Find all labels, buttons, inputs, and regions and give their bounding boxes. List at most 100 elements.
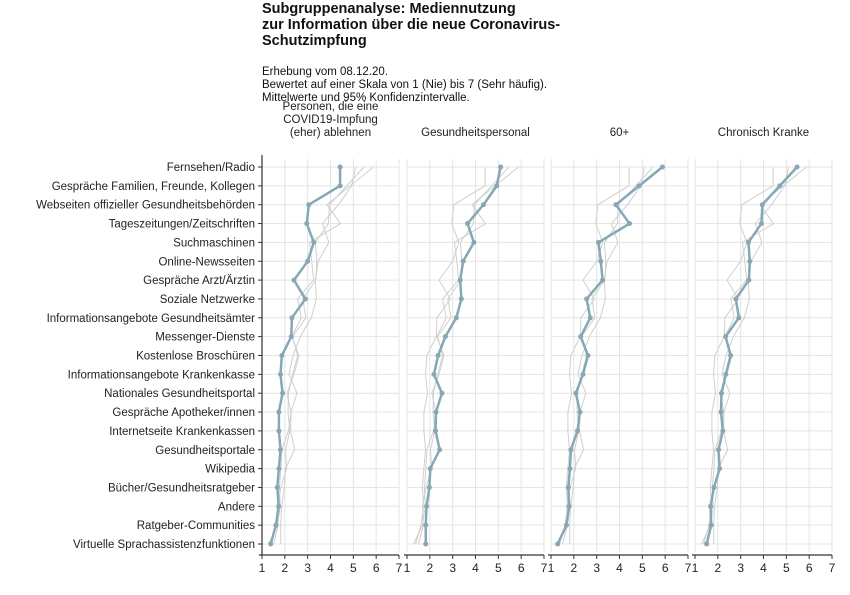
data-point xyxy=(457,277,463,283)
category-label: Fernsehen/Radio xyxy=(167,162,255,174)
facet-title: Gesundheitspersonal xyxy=(421,127,530,139)
data-point xyxy=(574,428,580,434)
data-point xyxy=(435,353,441,358)
data-point xyxy=(276,503,282,509)
data-point xyxy=(777,183,783,189)
x-tick-label: 1 xyxy=(692,561,699,575)
x-tick-label: 2 xyxy=(426,561,433,575)
chart-subtitle: Erhebung vom 08.12.20. Bewertet auf eine… xyxy=(262,66,547,105)
data-point xyxy=(636,183,642,189)
data-point xyxy=(659,164,665,170)
x-tick-label: 2 xyxy=(714,561,721,575)
data-point xyxy=(704,541,710,547)
data-point xyxy=(277,447,283,453)
x-tick-label: 3 xyxy=(593,561,600,575)
data-point xyxy=(564,522,570,528)
x-tick-label: 2 xyxy=(281,561,288,575)
data-point xyxy=(427,466,433,472)
facet-title: Personen, die eine xyxy=(283,101,379,113)
data-point xyxy=(274,484,280,490)
subtitle-line: Erhebung vom 08.12.20. xyxy=(262,66,388,78)
category-label: Gespräche Familien, Freunde, Kollegen xyxy=(52,181,255,193)
data-point xyxy=(268,541,274,547)
category-label: Virtuelle Sprachassistenzfunktionen xyxy=(73,539,255,551)
data-point xyxy=(747,258,753,264)
data-point xyxy=(305,258,311,264)
x-tick-label: 5 xyxy=(350,561,357,575)
data-point xyxy=(458,296,464,302)
data-point xyxy=(437,447,443,453)
category-label: Ratgeber-Communities xyxy=(137,520,255,532)
data-point xyxy=(595,239,601,245)
data-point xyxy=(426,484,432,490)
category-label: Andere xyxy=(218,501,255,513)
x-tick-label: 7 xyxy=(829,561,836,575)
x-tick-label: 3 xyxy=(304,561,311,575)
category-label: Kostenlose Broschüren xyxy=(136,351,255,363)
data-point xyxy=(585,353,591,358)
category-label: Informationsangebote Krankenkasse xyxy=(68,369,255,381)
x-tick-label: 1 xyxy=(548,561,555,575)
category-label: Gesundheitsportale xyxy=(155,445,255,457)
data-point xyxy=(708,522,714,528)
data-point xyxy=(465,221,471,227)
data-point xyxy=(302,296,308,302)
data-point xyxy=(728,353,734,358)
category-label: Wikipedia xyxy=(205,464,255,476)
data-point xyxy=(431,371,437,377)
data-point xyxy=(598,258,604,264)
data-point xyxy=(736,315,742,321)
category-label: Bücher/Gesundheitsratgeber xyxy=(108,482,255,494)
data-point xyxy=(280,390,286,396)
x-tick-label: 4 xyxy=(472,561,479,575)
facet-title: 60+ xyxy=(610,127,630,139)
data-point xyxy=(276,428,282,434)
category-label: Online-Newsseiten xyxy=(158,256,255,268)
x-tick-label: 3 xyxy=(449,561,456,575)
category-label: Gespräche Apotheker/innen xyxy=(112,407,255,419)
data-point xyxy=(337,183,343,189)
data-point xyxy=(306,202,312,208)
facet-title: COVID19-Impfung xyxy=(283,114,378,126)
data-point xyxy=(759,202,765,208)
x-tick-label: 7 xyxy=(685,561,692,575)
data-point xyxy=(613,202,619,208)
context-series-line xyxy=(268,166,374,545)
subtitle-line: Bewertet auf einer Skala von 1 (Nie) bis… xyxy=(262,79,548,91)
data-point xyxy=(442,334,448,340)
x-tick-label: 1 xyxy=(259,561,266,575)
x-tick-label: 6 xyxy=(373,561,380,575)
title-line: Schutzimpfung xyxy=(262,33,367,49)
data-point xyxy=(498,164,504,170)
context-series-line xyxy=(703,167,774,545)
data-point xyxy=(273,522,279,528)
category-label: Suchmaschinen xyxy=(173,237,255,249)
data-point xyxy=(733,296,739,302)
data-point xyxy=(289,315,295,321)
facet-panel: Personen, die eineCOVID19-Impfung(eher) … xyxy=(259,101,403,575)
data-point xyxy=(566,503,572,509)
category-label: Soziale Netzwerke xyxy=(160,294,255,306)
context-series-line xyxy=(415,167,486,545)
data-point xyxy=(580,371,586,377)
data-point xyxy=(794,164,800,170)
x-tick-label: 6 xyxy=(662,561,669,575)
data-point xyxy=(279,353,285,358)
data-point xyxy=(555,541,561,547)
data-point xyxy=(720,428,726,434)
data-point xyxy=(480,202,486,208)
data-point xyxy=(723,371,729,377)
title-line: zur Information über die neue Coronaviru… xyxy=(262,17,561,33)
x-tick-label: 5 xyxy=(495,561,502,575)
data-point xyxy=(718,409,724,415)
data-point xyxy=(627,221,633,227)
x-tick-label: 3 xyxy=(737,561,744,575)
data-point xyxy=(711,484,717,490)
x-tick-label: 2 xyxy=(570,561,577,575)
x-tick-label: 4 xyxy=(760,561,767,575)
facet-title: (eher) ablehnen xyxy=(290,127,371,139)
data-point xyxy=(578,334,584,340)
context-series-line xyxy=(413,166,519,545)
